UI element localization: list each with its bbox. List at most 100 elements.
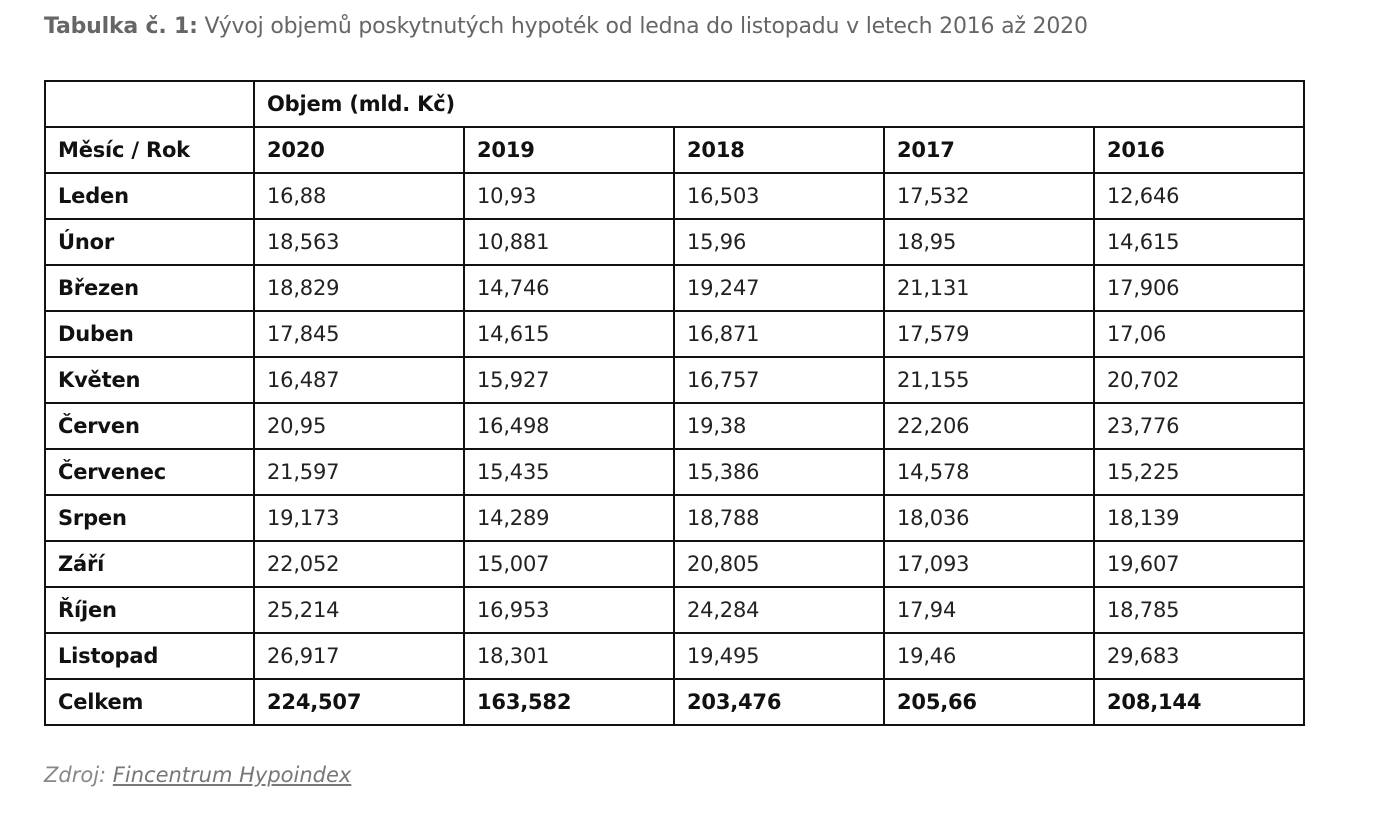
table-row: Červenec 21,597 15,435 15,386 14,578 15,225 [44, 448, 1306, 496]
month-cell: Srpen [44, 494, 255, 542]
value-cell: 15,225 [1092, 448, 1306, 496]
month-cell: Červenec [44, 448, 255, 496]
value-cell: 15,386 [673, 448, 885, 496]
month-cell: Září [44, 540, 255, 588]
value-cell: 19,173 [253, 494, 465, 542]
value-cell: 17,906 [1092, 264, 1306, 312]
month-year-header: Měsíc / Rok [44, 126, 255, 174]
value-cell: 16,498 [463, 402, 675, 450]
year-header: 2019 [463, 126, 675, 174]
total-row: Celkem 224,507 163,582 203,476 205,66 208,144 [44, 678, 1306, 726]
value-cell: 18,563 [253, 218, 465, 266]
table-row: Červen 20,95 16,498 19,38 22,206 23,776 [44, 402, 1306, 450]
month-cell: Listopad [44, 632, 255, 680]
value-cell: 16,487 [253, 356, 465, 404]
table-row: Srpen 19,173 14,289 18,788 18,036 18,139 [44, 494, 1306, 542]
value-cell: 19,495 [673, 632, 885, 680]
month-cell: Květen [44, 356, 255, 404]
table-row: Únor 18,563 10,881 15,96 18,95 14,615 [44, 218, 1306, 266]
value-cell: 29,683 [1092, 632, 1306, 680]
value-cell: 22,052 [253, 540, 465, 588]
value-cell: 19,247 [673, 264, 885, 312]
value-cell: 14,746 [463, 264, 675, 312]
value-cell: 15,007 [463, 540, 675, 588]
value-cell: 18,301 [463, 632, 675, 680]
value-cell: 19,38 [673, 402, 885, 450]
source-note: Zdroj: Fincentrum Hypoindex [44, 763, 351, 787]
value-cell: 14,289 [463, 494, 675, 542]
month-cell: Únor [44, 218, 255, 266]
table-caption: Tabulka č. 1: Vývoj objemů poskytnutých … [44, 14, 1088, 39]
source-link[interactable]: Fincentrum Hypoindex [112, 763, 352, 787]
total-value-cell: 205,66 [883, 678, 1095, 726]
value-cell: 23,776 [1092, 402, 1306, 450]
value-cell: 17,532 [883, 172, 1095, 220]
value-cell: 17,093 [883, 540, 1095, 588]
year-header: 2016 [1092, 126, 1306, 174]
value-cell: 21,597 [253, 448, 465, 496]
total-value-cell: 163,582 [463, 678, 675, 726]
value-cell: 10,93 [463, 172, 675, 220]
table-row: Květen 16,487 15,927 16,757 21,155 20,702 [44, 356, 1306, 404]
value-cell: 16,503 [673, 172, 885, 220]
year-header: 2020 [253, 126, 465, 174]
mortgage-volume-table: Objem (mld. Kč) Měsíc / Rok 2020 2019 20… [44, 80, 1306, 726]
table-group-header-row: Objem (mld. Kč) [44, 80, 1306, 128]
total-value-cell: 208,144 [1092, 678, 1306, 726]
value-cell: 19,46 [883, 632, 1095, 680]
value-cell: 10,881 [463, 218, 675, 266]
total-value-cell: 203,476 [673, 678, 885, 726]
month-cell: Říjen [44, 586, 255, 634]
value-cell: 25,214 [253, 586, 465, 634]
value-cell: 18,036 [883, 494, 1095, 542]
value-cell: 21,155 [883, 356, 1095, 404]
value-cell: 14,578 [883, 448, 1095, 496]
month-cell: Leden [44, 172, 255, 220]
value-cell: 15,435 [463, 448, 675, 496]
value-cell: 14,615 [1092, 218, 1306, 266]
value-cell: 18,139 [1092, 494, 1306, 542]
value-cell: 15,927 [463, 356, 675, 404]
value-cell: 24,284 [673, 586, 885, 634]
value-cell: 18,785 [1092, 586, 1306, 634]
month-cell: Březen [44, 264, 255, 312]
table-row: Listopad 26,917 18,301 19,495 19,46 29,683 [44, 632, 1306, 680]
value-cell: 14,615 [463, 310, 675, 358]
value-cell: 18,829 [253, 264, 465, 312]
total-label-cell: Celkem [44, 678, 255, 726]
source-prefix: Zdroj: [44, 763, 113, 787]
caption-text: Vývoj objemů poskytnutých hypoték od led… [197, 14, 1088, 39]
month-cell: Červen [44, 402, 255, 450]
value-cell: 12,646 [1092, 172, 1306, 220]
value-cell: 16,757 [673, 356, 885, 404]
value-cell: 20,702 [1092, 356, 1306, 404]
table-row: Duben 17,845 14,615 16,871 17,579 17,06 [44, 310, 1306, 358]
value-cell: 17,94 [883, 586, 1095, 634]
table-row: Září 22,052 15,007 20,805 17,093 19,607 [44, 540, 1306, 588]
value-cell: 18,788 [673, 494, 885, 542]
year-header: 2018 [673, 126, 885, 174]
value-cell: 21,131 [883, 264, 1095, 312]
year-header: 2017 [883, 126, 1095, 174]
value-cell: 20,805 [673, 540, 885, 588]
table-row: Říjen 25,214 16,953 24,284 17,94 18,785 [44, 586, 1306, 634]
value-cell: 20,95 [253, 402, 465, 450]
value-cell: 18,95 [883, 218, 1095, 266]
value-cell: 16,871 [673, 310, 885, 358]
value-cell: 15,96 [673, 218, 885, 266]
value-cell: 17,845 [253, 310, 465, 358]
value-cell: 22,206 [883, 402, 1095, 450]
table-row: Březen 18,829 14,746 19,247 21,131 17,906 [44, 264, 1306, 312]
corner-empty-cell [44, 80, 255, 128]
value-cell: 17,579 [883, 310, 1095, 358]
table-year-header-row: Měsíc / Rok 2020 2019 2018 2017 2016 [44, 126, 1306, 174]
value-cell: 17,06 [1092, 310, 1306, 358]
value-cell: 19,607 [1092, 540, 1306, 588]
total-value-cell: 224,507 [253, 678, 465, 726]
caption-label: Tabulka č. 1: [44, 14, 198, 39]
table-row: Leden 16,88 10,93 16,503 17,532 12,646 [44, 172, 1306, 220]
value-cell: 16,953 [463, 586, 675, 634]
value-cell: 26,917 [253, 632, 465, 680]
value-cell: 16,88 [253, 172, 465, 220]
month-cell: Duben [44, 310, 255, 358]
